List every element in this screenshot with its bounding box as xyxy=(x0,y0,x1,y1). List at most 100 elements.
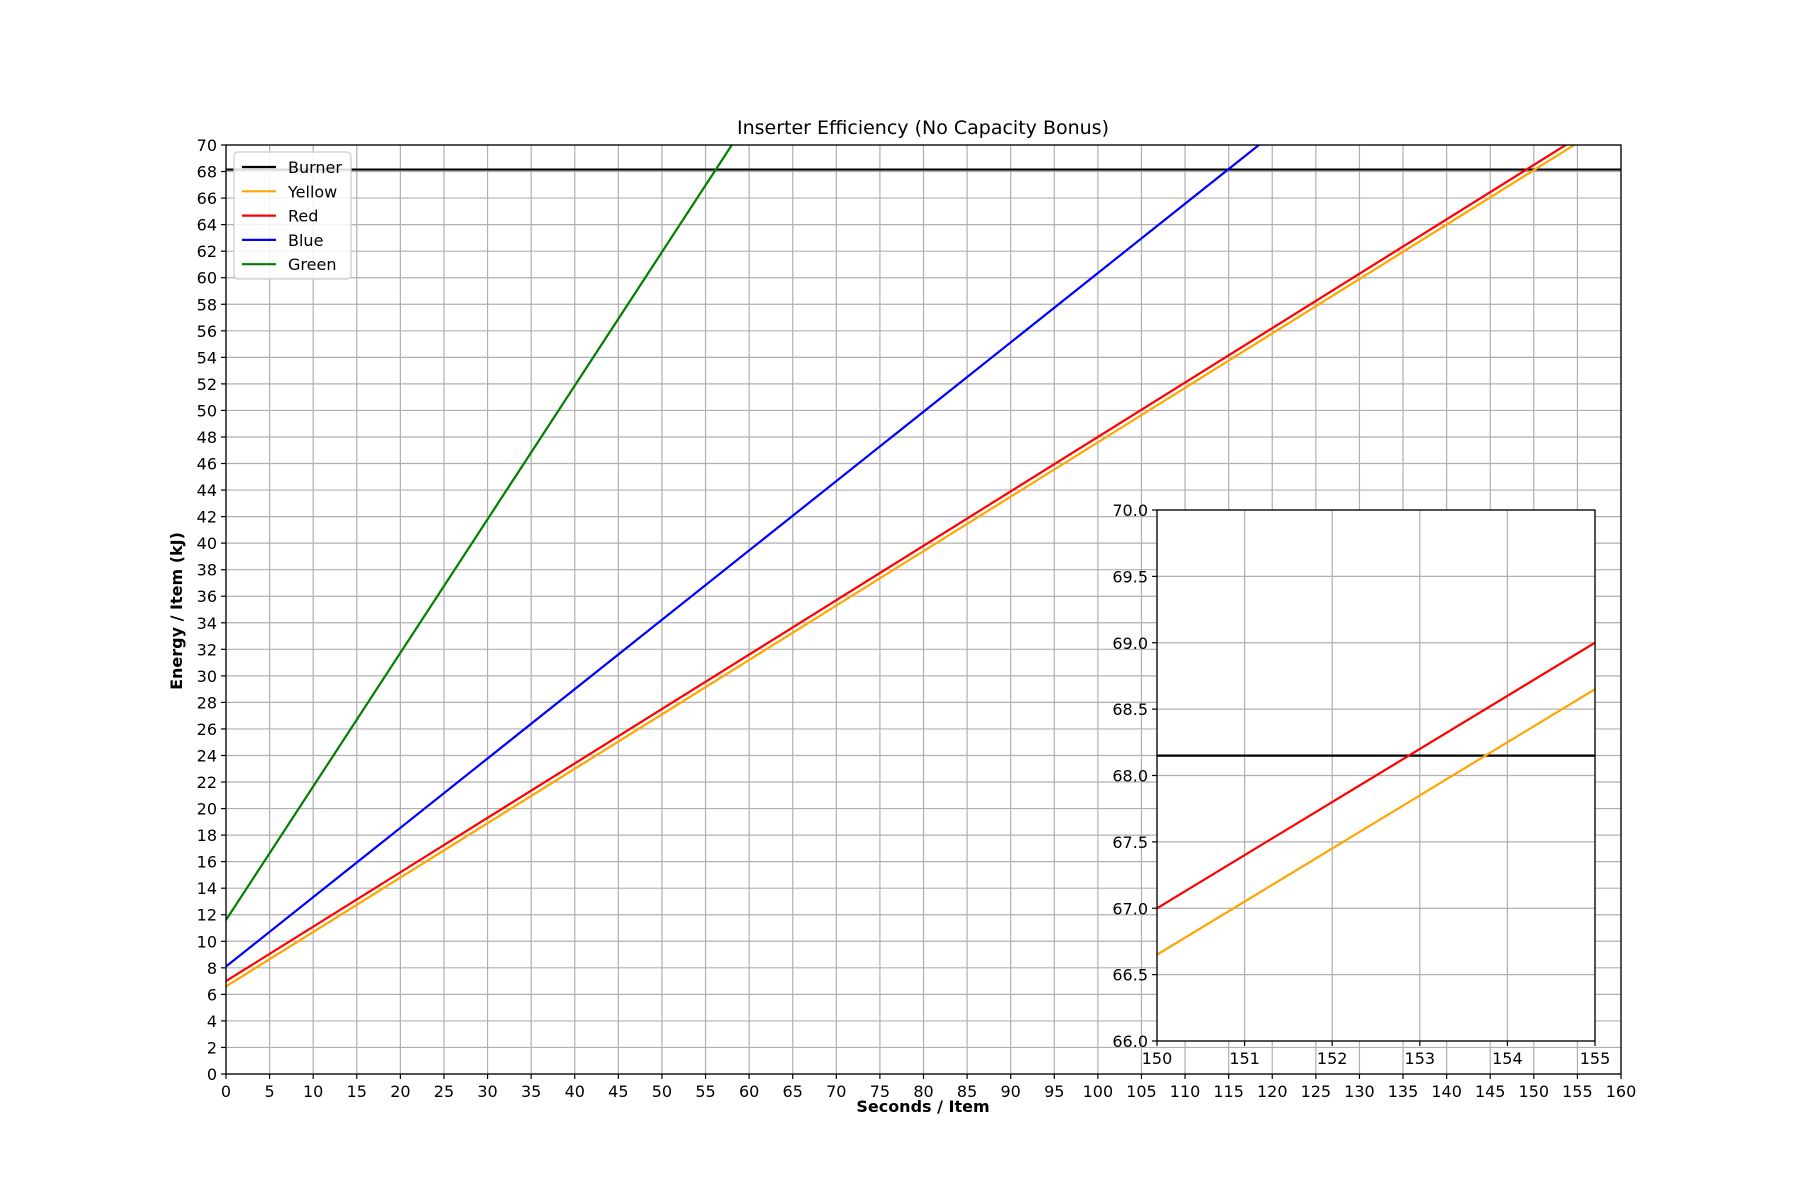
main-y-tick-label: 46 xyxy=(197,455,217,474)
main-y-tick-label: 18 xyxy=(197,826,217,845)
main-x-tick-label: 125 xyxy=(1301,1082,1332,1101)
main-x-tick-label: 160 xyxy=(1606,1082,1637,1101)
main-x-tick-label: 85 xyxy=(957,1082,977,1101)
main-series-line-green xyxy=(226,145,734,921)
main-y-tick-label: 68 xyxy=(197,163,217,182)
main-x-tick-label: 70 xyxy=(826,1082,846,1101)
main-x-tick-label: 130 xyxy=(1344,1082,1375,1101)
main-y-tick-label: 20 xyxy=(197,800,217,819)
inset-series-line-red xyxy=(1157,641,1595,910)
legend-label-red: Red xyxy=(288,207,318,226)
legend: Burner Yellow Red Blue Green xyxy=(233,151,352,280)
main-x-tick-label: 140 xyxy=(1431,1082,1462,1101)
main-y-tick-label: 64 xyxy=(197,216,217,235)
main-x-tick-label: 155 xyxy=(1562,1082,1593,1101)
main-y-tick-label: 50 xyxy=(197,401,217,420)
main-series-line-red xyxy=(226,145,1568,983)
main-y-tick-label: 0 xyxy=(207,1065,217,1084)
inset-y-tick-label: 66.0 xyxy=(1112,1032,1148,1051)
main-y-tick-label: 52 xyxy=(197,375,217,394)
inset-x-tick-label: 153 xyxy=(1405,1049,1436,1068)
inset-y-tick-label: 66.5 xyxy=(1112,966,1148,985)
main-y-tick-label: 22 xyxy=(197,773,217,792)
main-y-tick-label: 36 xyxy=(197,587,217,606)
main-x-tick-label: 75 xyxy=(870,1082,890,1101)
main-y-tick-label: 14 xyxy=(197,879,217,898)
legend-label-burner: Burner xyxy=(288,158,342,177)
main-y-tick-label: 70 xyxy=(197,136,217,155)
main-x-tick-label: 20 xyxy=(390,1082,410,1101)
main-y-tick-label: 8 xyxy=(207,959,217,978)
inset-y-tick-label: 69.0 xyxy=(1112,634,1148,653)
main-y-tick-label: 44 xyxy=(197,481,217,500)
main-x-tick-label: 150 xyxy=(1519,1082,1550,1101)
main-x-tick-label: 55 xyxy=(695,1082,715,1101)
main-y-tick-label: 42 xyxy=(197,508,217,527)
main-y-tick-label: 54 xyxy=(197,348,217,367)
main-y-tick-label: 38 xyxy=(197,561,217,580)
inset-y-tick-label: 67.5 xyxy=(1112,833,1148,852)
main-y-tick-label: 40 xyxy=(197,534,217,553)
inset-y-tick-label: 68.0 xyxy=(1112,767,1148,786)
main-y-tick-label: 12 xyxy=(197,906,217,925)
main-y-tick-label: 28 xyxy=(197,693,217,712)
main-x-tick-label: 135 xyxy=(1388,1082,1419,1101)
main-x-tick-label: 120 xyxy=(1257,1082,1288,1101)
main-x-tick-label: 0 xyxy=(221,1082,231,1101)
main-x-tick-label: 80 xyxy=(913,1082,933,1101)
main-x-tick-label: 25 xyxy=(434,1082,454,1101)
main-x-tick-label: 65 xyxy=(783,1082,803,1101)
main-y-tick-label: 2 xyxy=(207,1038,217,1057)
main-x-tick-label: 95 xyxy=(1044,1082,1064,1101)
main-y-tick-label: 6 xyxy=(207,985,217,1004)
x-axis-label: Seconds / Item xyxy=(856,1097,989,1116)
main-series-group xyxy=(226,145,1621,988)
main-y-tick-label: 66 xyxy=(197,189,217,208)
main-x-tick-label: 30 xyxy=(477,1082,497,1101)
main-series-line-blue xyxy=(226,145,1261,968)
inset-x-tick-label: 152 xyxy=(1317,1049,1348,1068)
main-y-tick-label: 60 xyxy=(197,269,217,288)
legend-box xyxy=(233,151,352,280)
main-series-line-yellow xyxy=(226,145,1577,988)
main-x-tick-label: 15 xyxy=(347,1082,367,1101)
inset-y-tick-label: 70.0 xyxy=(1112,501,1148,520)
legend-label-yellow: Yellow xyxy=(287,182,337,201)
chart-title: Inserter Efficiency (No Capacity Bonus) xyxy=(737,117,1109,139)
inset-series-line-yellow xyxy=(1157,688,1595,956)
main-y-tick-label: 24 xyxy=(197,746,217,765)
inset-x-tick-label: 155 xyxy=(1580,1049,1611,1068)
legend-label-green: Green xyxy=(288,255,336,274)
main-x-tick-label: 5 xyxy=(265,1082,275,1101)
main-x-tick-label: 10 xyxy=(303,1082,323,1101)
main-y-tick-label: 4 xyxy=(207,1012,217,1031)
main-y-tick-label: 48 xyxy=(197,428,217,447)
y-axis-label: Energy / Item (kJ) xyxy=(167,532,186,690)
main-x-tick-label: 35 xyxy=(521,1082,541,1101)
inset-x-tick-label: 154 xyxy=(1492,1049,1523,1068)
inset-series-group xyxy=(1157,641,1595,956)
main-y-tick-label: 10 xyxy=(197,932,217,951)
main-y-tick-label: 30 xyxy=(197,667,217,686)
legend-label-blue: Blue xyxy=(288,231,323,250)
main-y-tick-label: 34 xyxy=(197,614,217,633)
main-y-tick-label: 32 xyxy=(197,640,217,659)
main-x-tick-label: 40 xyxy=(565,1082,585,1101)
main-x-tick-label: 100 xyxy=(1083,1082,1114,1101)
main-x-tick-label: 60 xyxy=(739,1082,759,1101)
main-y-tick-label: 58 xyxy=(197,295,217,314)
main-x-tick-label: 110 xyxy=(1170,1082,1201,1101)
main-x-tick-label: 90 xyxy=(1001,1082,1021,1101)
main-x-tick-label: 105 xyxy=(1126,1082,1157,1101)
main-y-tick-label: 62 xyxy=(197,242,217,261)
main-x-tick-label: 45 xyxy=(608,1082,628,1101)
inset-x-tick-label: 150 xyxy=(1142,1049,1173,1068)
main-x-tick-label: 50 xyxy=(652,1082,672,1101)
main-x-tick-label: 145 xyxy=(1475,1082,1506,1101)
inset-y-tick-label: 69.5 xyxy=(1112,567,1148,586)
main-y-tick-label: 16 xyxy=(197,853,217,872)
inset-x-tick-label: 151 xyxy=(1229,1049,1260,1068)
main-y-tick-label: 56 xyxy=(197,322,217,341)
